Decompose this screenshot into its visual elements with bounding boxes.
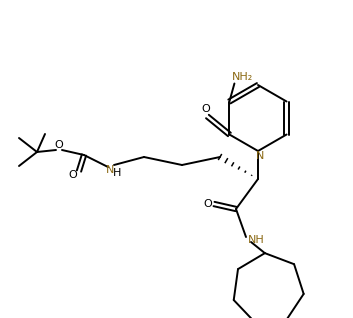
Text: O: O xyxy=(201,105,210,114)
Text: N: N xyxy=(256,151,264,161)
Text: O: O xyxy=(55,140,64,150)
Text: NH: NH xyxy=(247,235,264,245)
Text: H: H xyxy=(113,168,121,178)
Text: N: N xyxy=(106,165,114,175)
Text: NH₂: NH₂ xyxy=(232,73,253,82)
Text: O: O xyxy=(204,199,213,209)
Text: O: O xyxy=(68,170,77,180)
